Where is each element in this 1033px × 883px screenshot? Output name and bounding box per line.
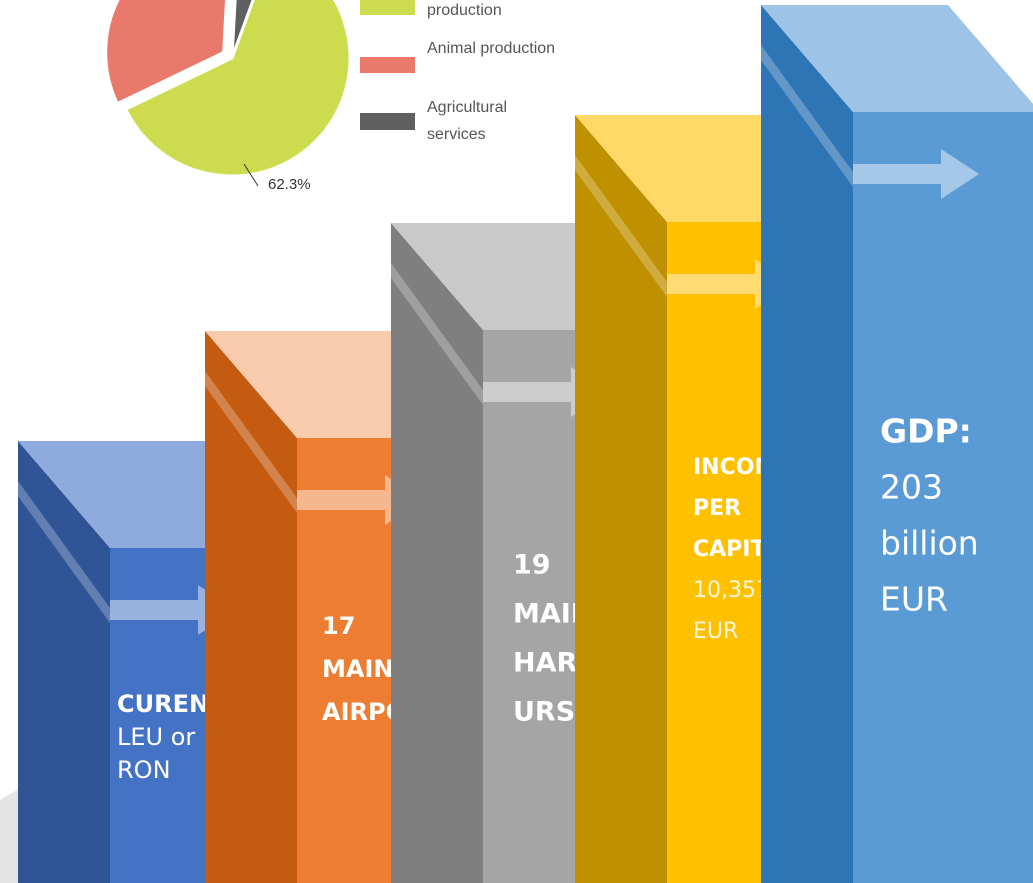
pie-slice	[104, 0, 229, 106]
step-side-band	[205, 371, 297, 513]
legend-label: Animal production	[427, 40, 556, 57]
step-top	[761, 5, 1033, 112]
step-title: 19	[513, 550, 551, 581]
value-label: 62.3%	[268, 176, 311, 193]
step-side-band	[761, 45, 853, 187]
step-text: EUR	[693, 619, 738, 644]
step-arrow	[853, 149, 979, 199]
legend-swatch	[360, 113, 415, 130]
pie-slice	[230, 0, 255, 59]
legend-swatch	[360, 0, 415, 15]
step-title: 17	[322, 612, 355, 640]
step-text: RON	[117, 756, 171, 784]
step-side-band	[575, 155, 667, 297]
step-side-band	[18, 481, 110, 623]
step-side	[391, 223, 483, 883]
step-text: 10,357	[693, 578, 770, 603]
step-title: GDP:	[880, 412, 972, 451]
legend-label: production	[427, 2, 502, 19]
step-text: 203	[880, 468, 943, 507]
pie-slice	[123, 0, 352, 178]
step-side	[205, 331, 297, 883]
step-text: EUR	[880, 580, 948, 619]
step-arrow	[110, 585, 236, 635]
leader-line	[243, 163, 259, 187]
step-side	[761, 5, 853, 883]
step-side-band	[391, 263, 483, 405]
step-title: URS	[513, 697, 575, 728]
legend-swatch	[360, 57, 415, 73]
step-front	[853, 112, 1033, 883]
step-text: billion	[880, 524, 979, 563]
legend-label: Agricultural services	[427, 99, 508, 143]
step-title: PER	[693, 496, 741, 521]
step-side	[18, 441, 110, 883]
step-side	[575, 115, 667, 883]
step-title: MAIN	[322, 655, 393, 683]
step-text: LEU or	[117, 723, 195, 751]
